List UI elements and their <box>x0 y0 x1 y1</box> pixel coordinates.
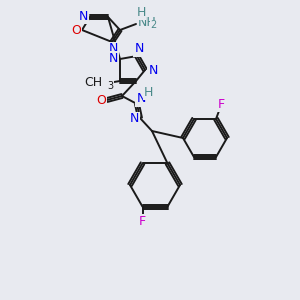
Text: H: H <box>136 7 146 20</box>
Text: N: N <box>78 10 88 22</box>
Text: F: F <box>139 215 146 228</box>
Text: N: N <box>108 52 118 64</box>
Text: N: N <box>108 43 118 56</box>
Text: O: O <box>96 94 106 106</box>
Text: H: H <box>143 86 153 100</box>
Text: N: N <box>129 112 139 125</box>
Text: N: N <box>134 43 144 56</box>
Text: N: N <box>136 92 146 106</box>
Text: F: F <box>218 98 225 111</box>
Text: O: O <box>71 23 81 37</box>
Text: 3: 3 <box>107 81 113 91</box>
Text: NH: NH <box>138 16 157 28</box>
Text: CH: CH <box>84 76 102 89</box>
Text: 2: 2 <box>150 20 156 30</box>
Text: N: N <box>148 64 158 76</box>
